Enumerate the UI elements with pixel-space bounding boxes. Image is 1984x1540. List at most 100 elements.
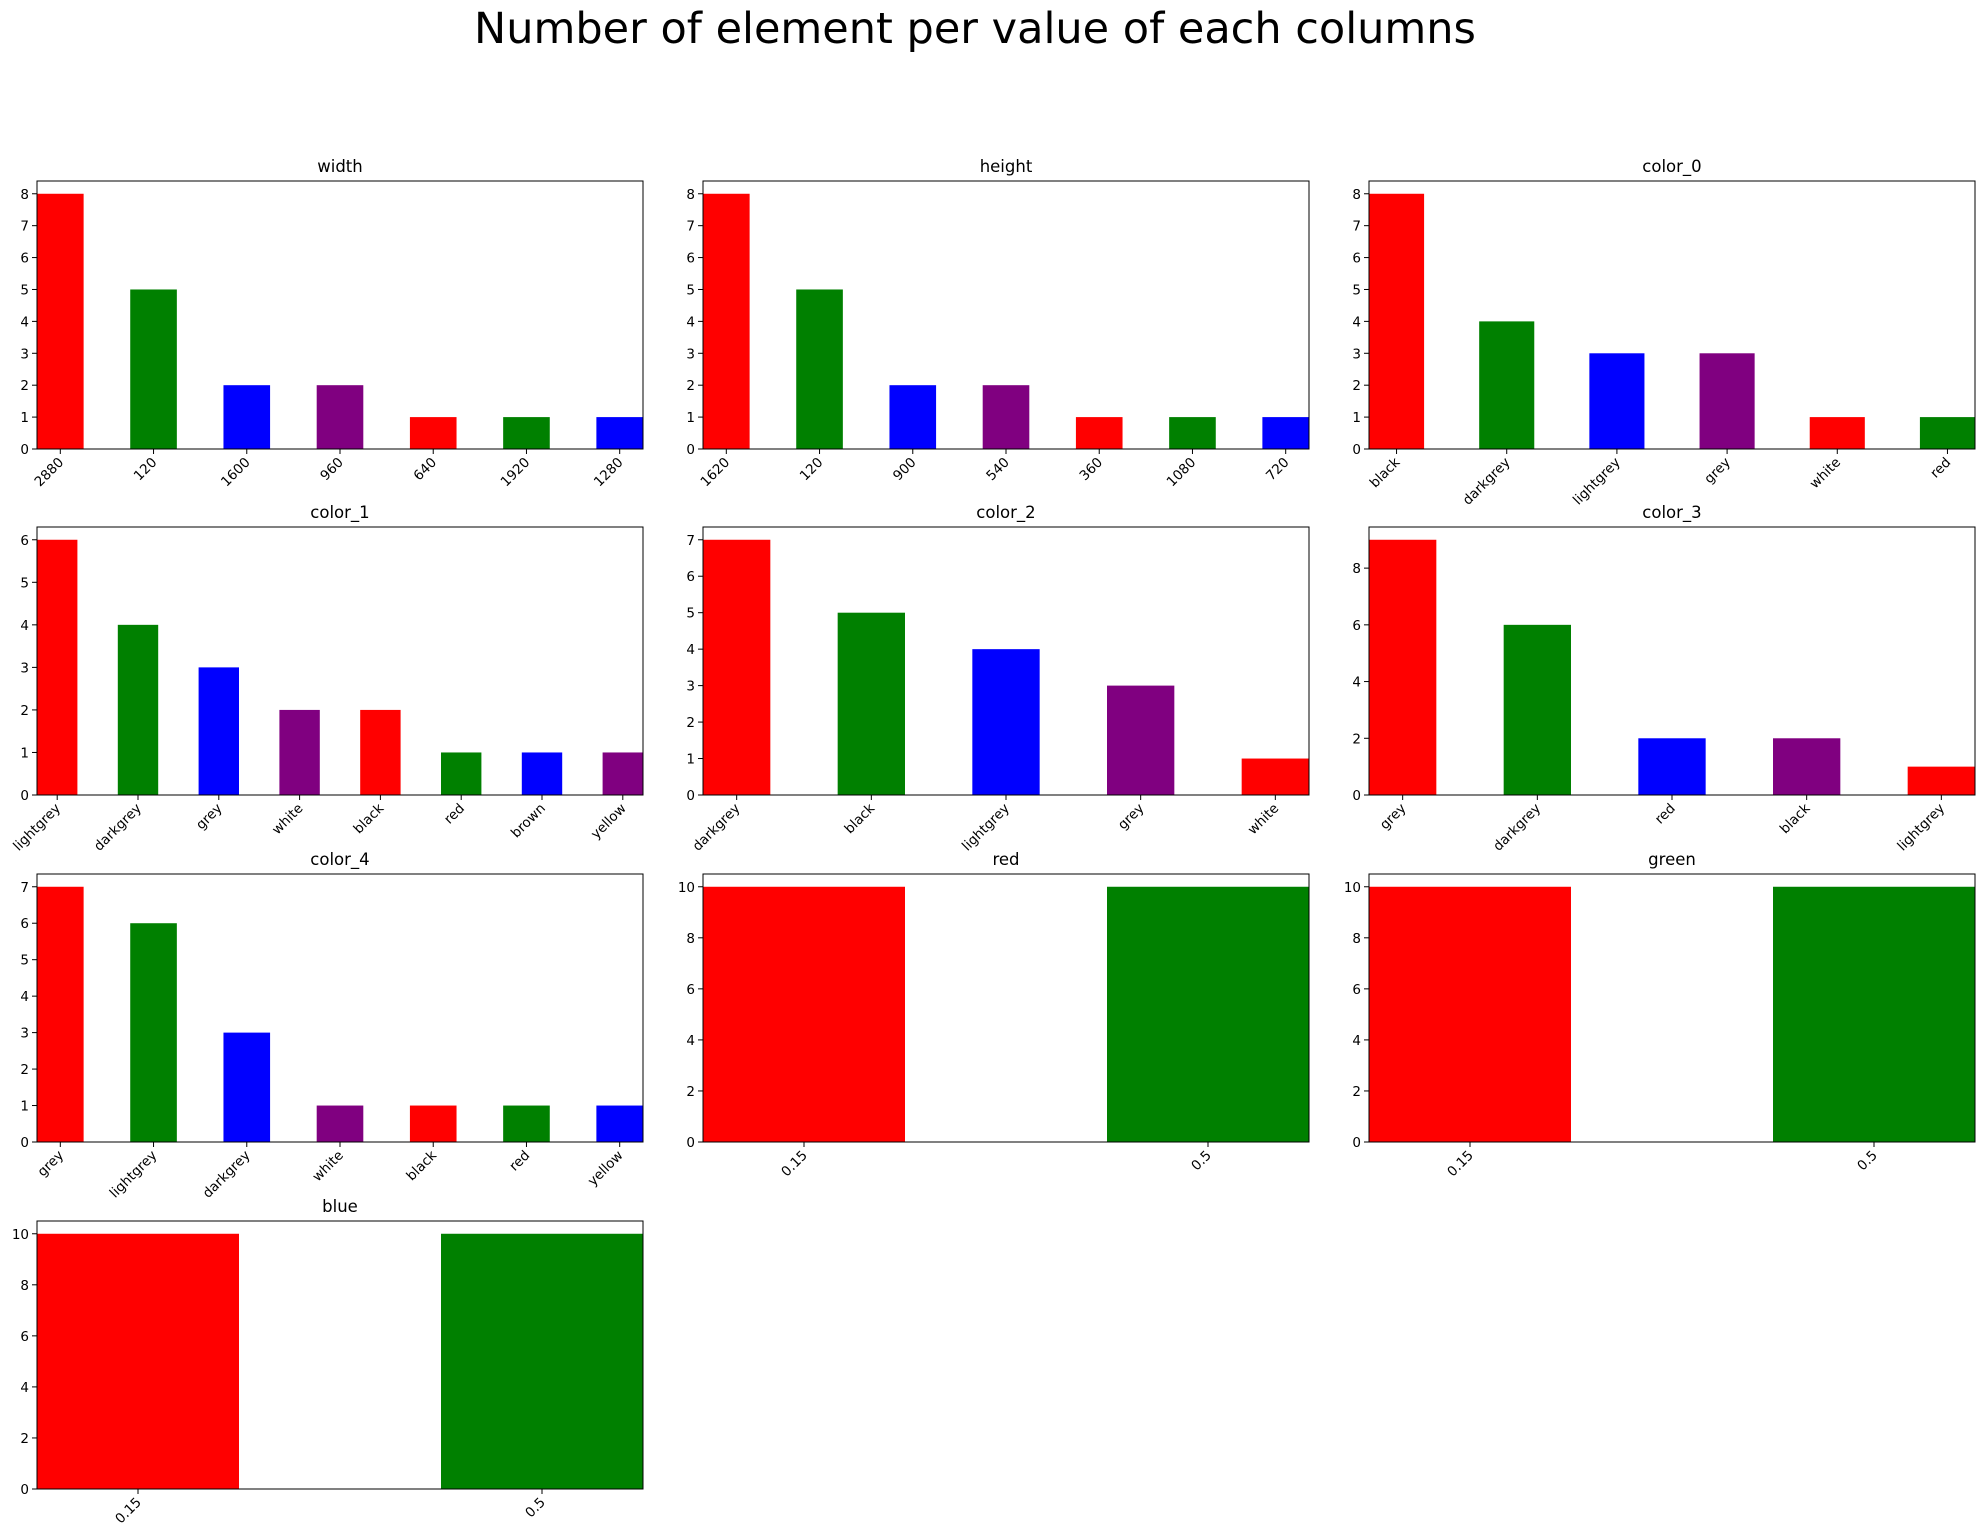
bar [223,1032,271,1142]
y-tick-label: 4 [686,314,695,330]
y-tick-label: 4 [1352,1033,1361,1049]
bar [1699,353,1755,449]
y-tick-label: 8 [1352,931,1361,947]
y-tick-label: 5 [20,953,29,969]
y-tick-label: 7 [20,219,29,235]
bar [1262,417,1309,449]
bar [796,289,843,449]
y-tick-label: 6 [20,533,29,549]
bar [1369,193,1425,449]
y-tick-label: 4 [686,642,695,658]
bar [441,752,482,795]
bar [1369,886,1571,1142]
bar [596,417,643,449]
y-tick-label: 7 [1352,219,1361,235]
y-tick-label: 2 [1352,731,1361,747]
bar [521,752,563,795]
y-tick-label: 6 [686,251,695,267]
bar [316,1105,364,1142]
y-tick-label: 1 [20,745,29,761]
subplot-title: color_3 [1642,503,1701,523]
axes-frame [36,526,644,796]
y-tick-label: 2 [1352,1084,1361,1100]
bar [1241,758,1309,795]
y-tick-label: 10 [12,1227,29,1243]
bar [130,923,177,1142]
y-tick-label: 5 [1352,282,1361,298]
y-tick-label: 4 [20,989,29,1005]
subplot-title: red [992,850,1019,869]
bar [198,667,239,795]
bar [37,1233,239,1489]
y-tick-label: 6 [1352,618,1361,634]
bar [1503,624,1571,795]
bar [409,1105,457,1142]
bar [889,385,937,449]
subplot-title: color_1 [310,503,369,523]
y-tick-label: 6 [686,982,695,998]
y-tick-label: 7 [686,219,695,235]
bar [703,539,771,795]
y-tick-label: 6 [1352,982,1361,998]
bar [441,1233,643,1489]
bar [1107,886,1309,1142]
y-tick-label: 10 [678,880,695,896]
y-tick-label: 7 [20,880,29,896]
bar [1773,886,1975,1142]
y-tick-label: 1 [1352,410,1361,426]
bar [1638,738,1706,795]
bar [1589,353,1645,449]
bar [1369,539,1437,795]
bar [360,709,401,795]
axes-frame [702,873,1310,1143]
y-tick-label: 10 [1344,880,1361,896]
y-tick-label: 4 [20,314,29,330]
y-tick-label: 8 [20,187,29,203]
y-tick-label: 0 [686,1135,695,1151]
y-tick-label: 3 [20,346,29,362]
bar [503,1105,550,1142]
y-tick-label: 6 [686,569,695,585]
y-tick-label: 3 [686,346,695,362]
y-tick-label: 0 [1352,442,1361,458]
axes-frame [36,1220,644,1490]
figure-suptitle: Number of element per value of each colu… [474,4,1476,54]
y-tick-label: 3 [686,679,695,695]
bar [409,417,457,449]
bar [972,649,1040,795]
bar [1075,417,1123,449]
y-tick-label: 0 [686,788,695,804]
y-tick-label: 5 [20,575,29,591]
y-tick-label: 8 [686,931,695,947]
subplot-title: color_2 [976,503,1035,523]
y-tick-label: 4 [1352,314,1361,330]
bar [1107,685,1175,795]
y-tick-label: 0 [20,1482,29,1498]
axes-frame [1368,180,1976,450]
y-tick-label: 2 [686,715,695,731]
y-tick-label: 3 [1352,346,1361,362]
bar [316,385,364,449]
bar [1907,766,1975,795]
y-tick-label: 6 [1352,251,1361,267]
y-tick-label: 0 [1352,788,1361,804]
bar [837,612,905,795]
y-tick-label: 0 [20,442,29,458]
bar [1773,738,1841,795]
axes-frame [1368,873,1976,1143]
bar [1479,321,1535,449]
y-tick-label: 6 [20,916,29,932]
y-tick-label: 0 [20,1135,29,1151]
y-tick-label: 2 [20,703,29,719]
y-tick-label: 2 [1352,378,1361,394]
y-tick-label: 8 [1352,561,1361,577]
y-tick-label: 2 [20,1431,29,1447]
subplot-title: width [317,157,362,176]
y-tick-label: 3 [20,660,29,676]
y-tick-label: 1 [20,410,29,426]
y-tick-label: 8 [686,187,695,203]
y-tick-label: 0 [20,788,29,804]
